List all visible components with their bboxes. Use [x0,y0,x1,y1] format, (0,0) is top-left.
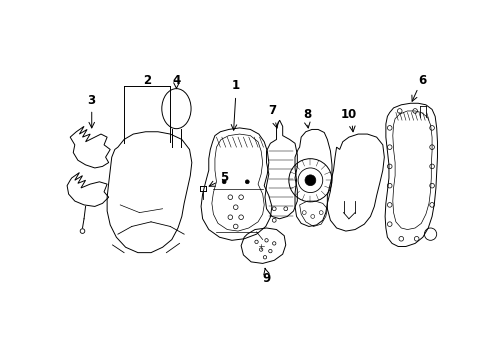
Text: 5: 5 [220,171,228,184]
Circle shape [222,180,226,184]
Text: 4: 4 [172,74,180,87]
Text: 8: 8 [303,108,312,121]
Text: 3: 3 [88,94,96,107]
Circle shape [305,175,316,186]
Text: 7: 7 [268,104,276,117]
Text: 6: 6 [419,74,427,87]
Text: 9: 9 [263,271,270,284]
Text: 2: 2 [143,74,151,87]
Text: 1: 1 [232,79,240,92]
Circle shape [245,180,249,184]
Text: 10: 10 [341,108,357,121]
